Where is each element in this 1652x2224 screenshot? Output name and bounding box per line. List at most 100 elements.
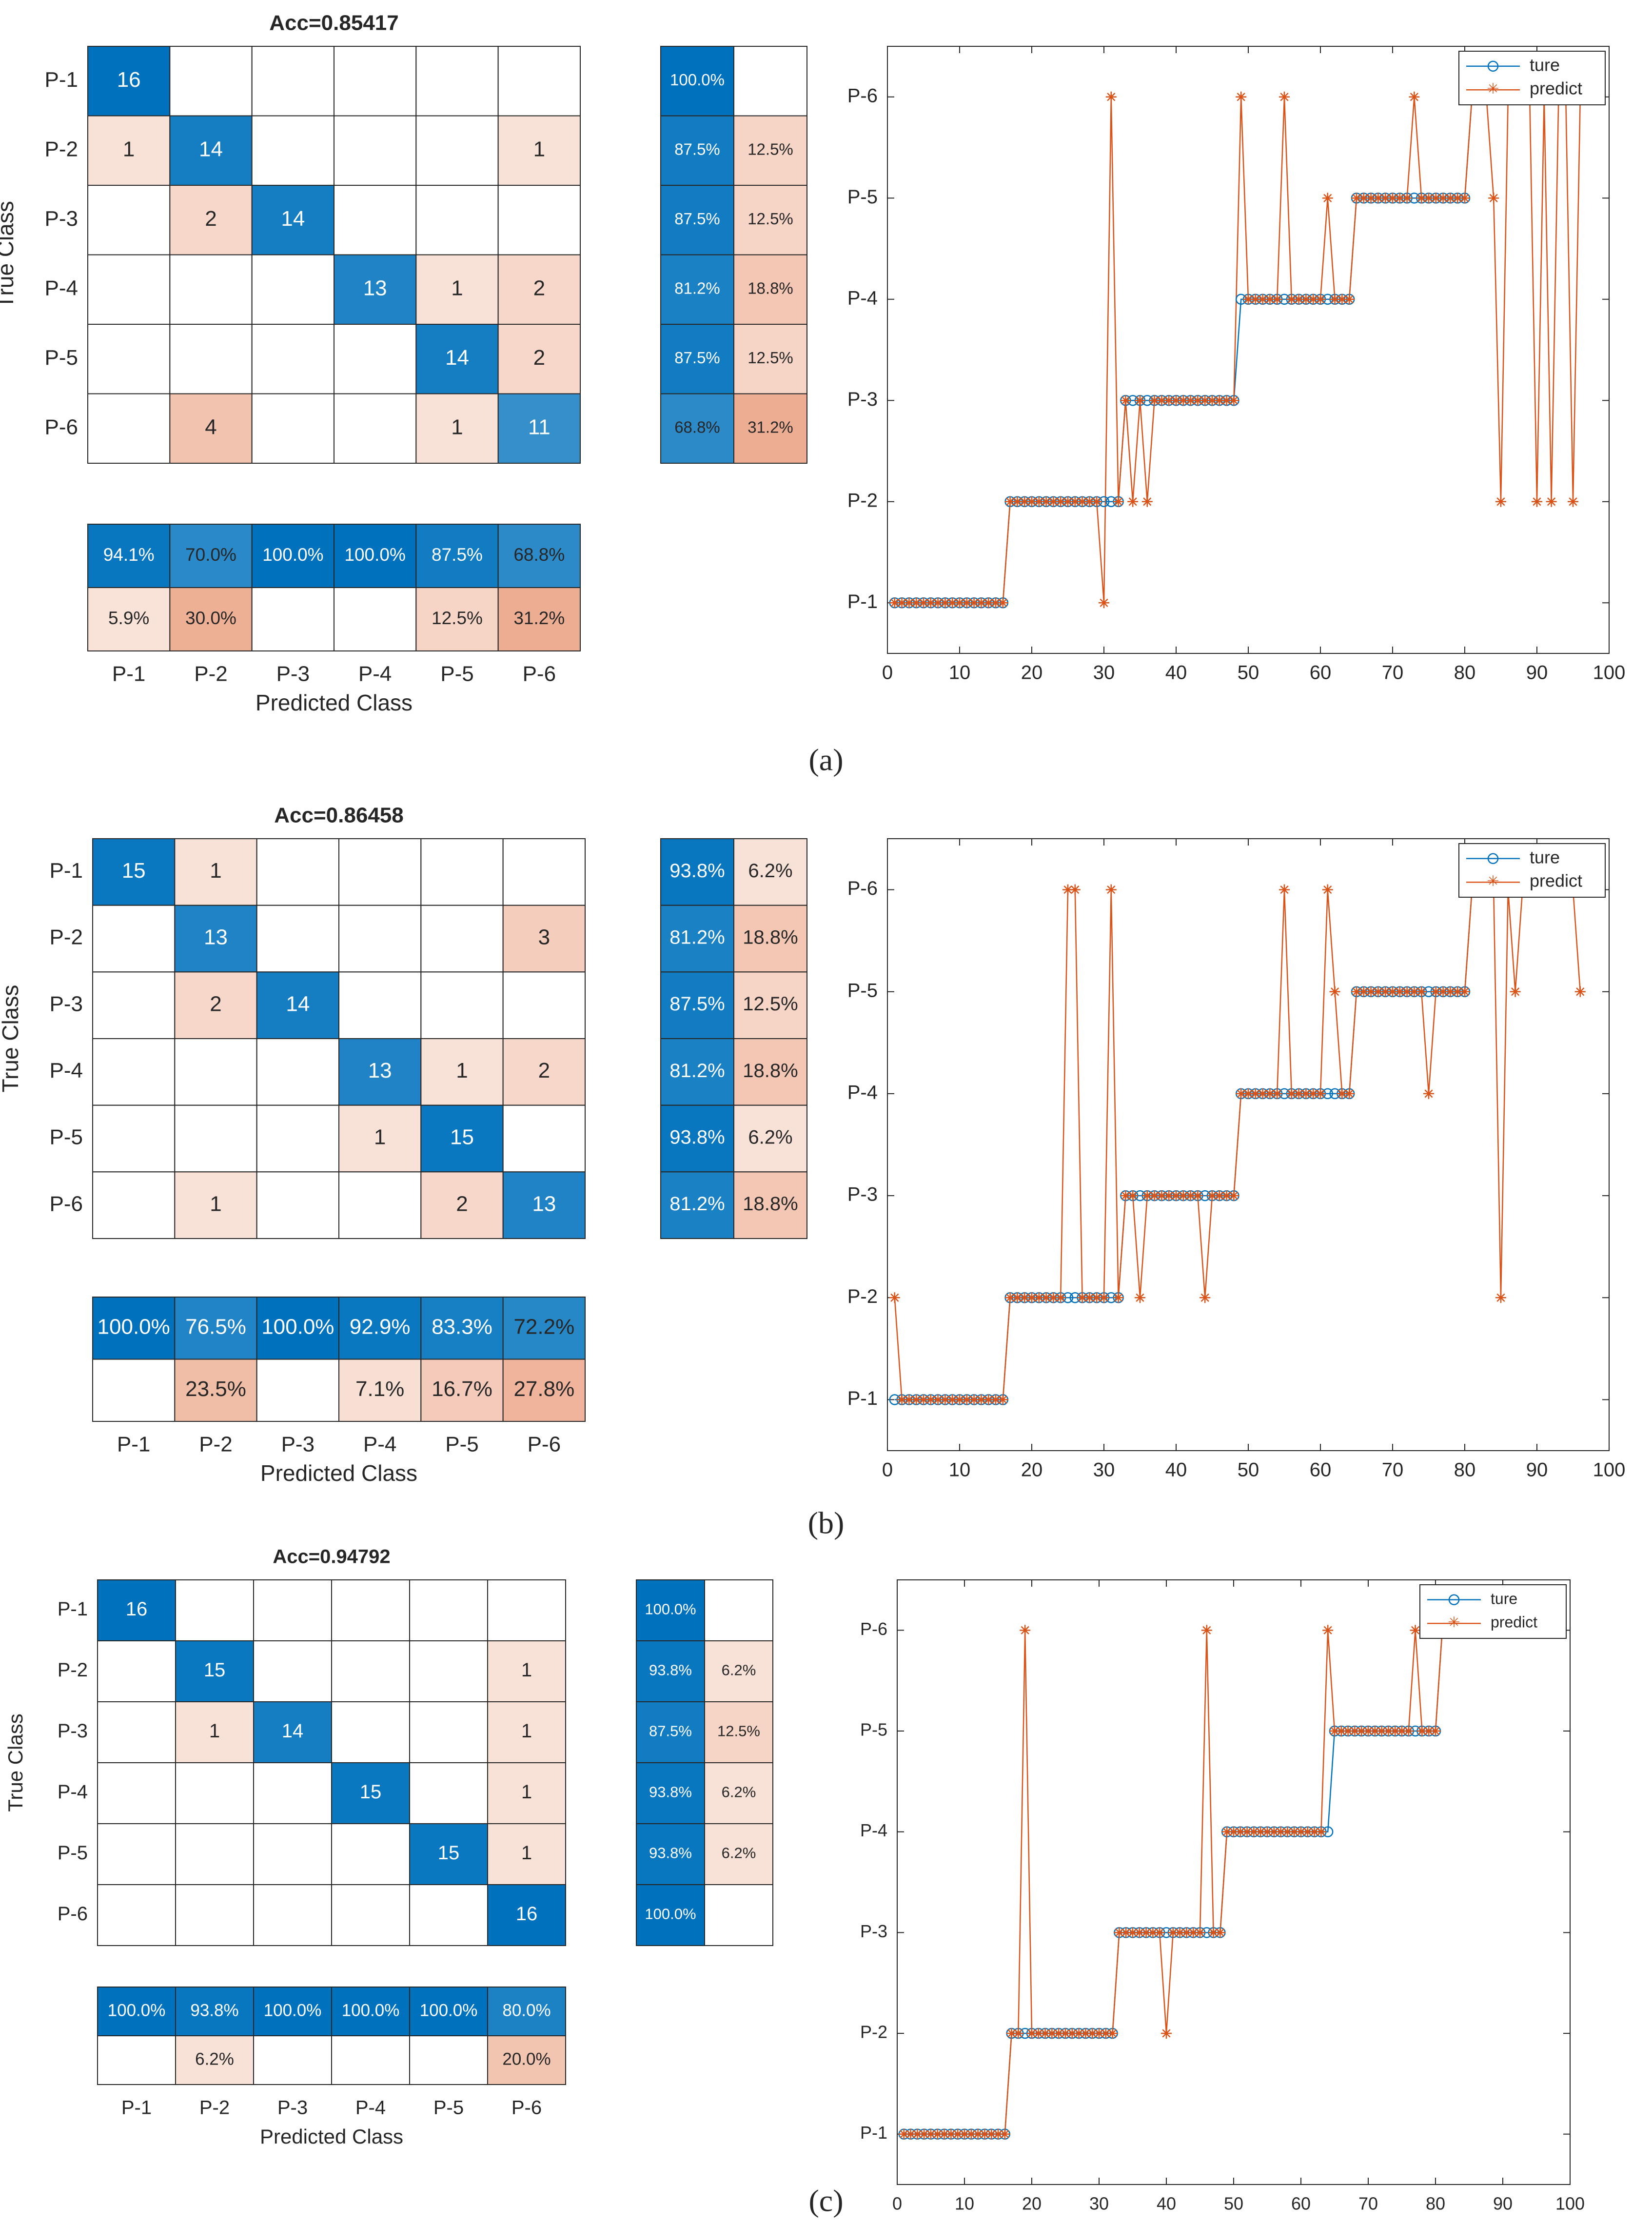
cm-cell bbox=[420, 905, 504, 973]
predict-point-stroke bbox=[1121, 1928, 1130, 1937]
cm-cell bbox=[87, 115, 171, 186]
cm-cell bbox=[92, 971, 176, 1040]
row-summary-incorrect-cell bbox=[733, 838, 807, 906]
cm-cell bbox=[251, 115, 335, 186]
row-summary-correct-cell bbox=[636, 1762, 705, 1824]
predict-point-stroke bbox=[1309, 1089, 1318, 1098]
cm-cell bbox=[420, 1104, 504, 1173]
cm-xlabel: Predicted Class bbox=[260, 1460, 417, 1486]
predict-point-stroke bbox=[1108, 2029, 1117, 2038]
col-summary-incorrect-cell bbox=[175, 2035, 254, 2085]
predict-point-stroke bbox=[1041, 2029, 1050, 2038]
x-tick-label: 10 bbox=[949, 1459, 971, 1481]
predict-point-stroke bbox=[1047, 2029, 1056, 2038]
cm-cell-value: 4 bbox=[205, 415, 216, 439]
cm-cell bbox=[256, 1104, 340, 1173]
cm-cell bbox=[97, 1640, 176, 1702]
cm-cell-value: 2 bbox=[533, 276, 545, 300]
predict-point-stroke bbox=[1100, 1293, 1108, 1302]
predict-point bbox=[1358, 986, 1369, 997]
row-summary-correct-cell bbox=[660, 185, 734, 256]
predict-point bbox=[1113, 496, 1124, 507]
predict-point-stroke bbox=[1078, 1293, 1087, 1302]
predict-point bbox=[1087, 2028, 1098, 2039]
row-summary-incorrect: 18.8% bbox=[743, 1193, 798, 1215]
cm-col-label: P-5 bbox=[440, 662, 473, 686]
cm-col-label: P-4 bbox=[355, 2097, 386, 2119]
col-summary-incorrect-cell bbox=[497, 587, 581, 651]
legend-box bbox=[1458, 51, 1606, 105]
predict-point-stroke bbox=[919, 598, 928, 607]
predict-point bbox=[1020, 1625, 1031, 1636]
predict-point bbox=[1243, 1088, 1254, 1099]
predict-point-stroke bbox=[1164, 1191, 1173, 1200]
predict-point bbox=[1135, 1292, 1145, 1303]
predict-point-stroke bbox=[1150, 396, 1159, 405]
y-tick-label: P-2 bbox=[847, 1286, 878, 1307]
predict-point-stroke bbox=[1391, 1727, 1399, 1735]
predict-point-stroke bbox=[1222, 1191, 1231, 1200]
predict-point-stroke bbox=[1169, 1928, 1178, 1937]
col-summary-correct: 68.8% bbox=[513, 545, 565, 565]
row-summary-incorrect-cell bbox=[733, 1171, 807, 1239]
cm-cell bbox=[97, 1823, 176, 1885]
row-summary-incorrect-cell bbox=[733, 393, 807, 464]
predict-point-stroke bbox=[1193, 1191, 1202, 1200]
legend-predict-label: predict bbox=[1530, 871, 1582, 891]
cm-row-label: P-4 bbox=[45, 276, 78, 300]
col-summary-incorrect-cell bbox=[331, 2035, 410, 2085]
predict-point-stroke bbox=[1155, 1928, 1164, 1937]
predict-point-stroke bbox=[1215, 1191, 1224, 1200]
row-summary-correct-cell bbox=[636, 1579, 705, 1641]
predict-point-stroke bbox=[1330, 1727, 1339, 1735]
predict-point bbox=[1134, 1927, 1145, 1938]
predict-point-stroke bbox=[1172, 396, 1180, 405]
predict-point bbox=[1257, 1088, 1268, 1099]
col-summary-incorrect-cell bbox=[251, 587, 335, 651]
predict-point-stroke bbox=[1323, 885, 1332, 894]
row-summary-correct-cell bbox=[660, 1038, 734, 1106]
predict-point bbox=[1192, 1190, 1203, 1201]
predict-point-stroke bbox=[1270, 1828, 1278, 1836]
predict-point-stroke bbox=[1259, 1089, 1267, 1098]
row-summary-incorrect: 6.2% bbox=[748, 860, 792, 882]
predict-point-stroke bbox=[1396, 194, 1404, 202]
cm-cell bbox=[497, 324, 581, 394]
predict-point-stroke bbox=[1265, 295, 1274, 304]
predict-point-stroke bbox=[920, 2130, 928, 2139]
predict-point-stroke bbox=[1417, 1727, 1426, 1735]
cm-cell-value: 1 bbox=[451, 276, 463, 300]
panel-2: 15 1 P-1 13 3 P-2 2 14 P-3 13 1 2 P-4 1 15 P-5 1 2 13 P-6 Ac… bbox=[0, 804, 1625, 1540]
predict-point-stroke bbox=[1377, 1727, 1386, 1735]
cm-cell-value: 1 bbox=[533, 137, 545, 161]
predict-point bbox=[1127, 496, 1139, 507]
col-summary-correct: 83.3% bbox=[432, 1315, 492, 1338]
cm-cell bbox=[92, 1104, 176, 1173]
predict-point-stroke bbox=[1014, 2029, 1023, 2038]
row-summary-incorrect-cell bbox=[733, 324, 807, 394]
cm-cell bbox=[97, 1762, 176, 1824]
predict-point-stroke bbox=[1071, 885, 1080, 894]
predict-point-stroke bbox=[1352, 194, 1361, 202]
predict-point-stroke bbox=[953, 2130, 962, 2139]
cm-title: Acc=0.86458 bbox=[274, 804, 403, 827]
legend-true-label: ture bbox=[1530, 847, 1560, 867]
cm-cell-value: 15 bbox=[122, 859, 146, 883]
y-tick-label: P-5 bbox=[860, 1720, 887, 1740]
plot-axes-box bbox=[887, 46, 1610, 654]
cm-col-label: P-3 bbox=[281, 1433, 315, 1456]
cm-cell bbox=[409, 1762, 488, 1824]
predict-point bbox=[1322, 1625, 1334, 1636]
row-summary-incorrect-cell bbox=[733, 185, 807, 256]
cm-cell-value: 15 bbox=[204, 1659, 226, 1681]
x-tick-label: 70 bbox=[1382, 1459, 1404, 1481]
predict-point-stroke bbox=[1143, 497, 1152, 506]
predict-point-stroke bbox=[1114, 1293, 1123, 1302]
predict-point-stroke bbox=[1345, 295, 1354, 304]
cm-cell bbox=[409, 1884, 488, 1946]
predict-point bbox=[999, 2128, 1010, 2140]
predict-point-stroke bbox=[1078, 497, 1087, 506]
row-summary-correct-cell bbox=[660, 1171, 734, 1239]
row-summary-correct: 100.0% bbox=[645, 1601, 696, 1618]
cm-cell-value: 1 bbox=[521, 1842, 532, 1864]
